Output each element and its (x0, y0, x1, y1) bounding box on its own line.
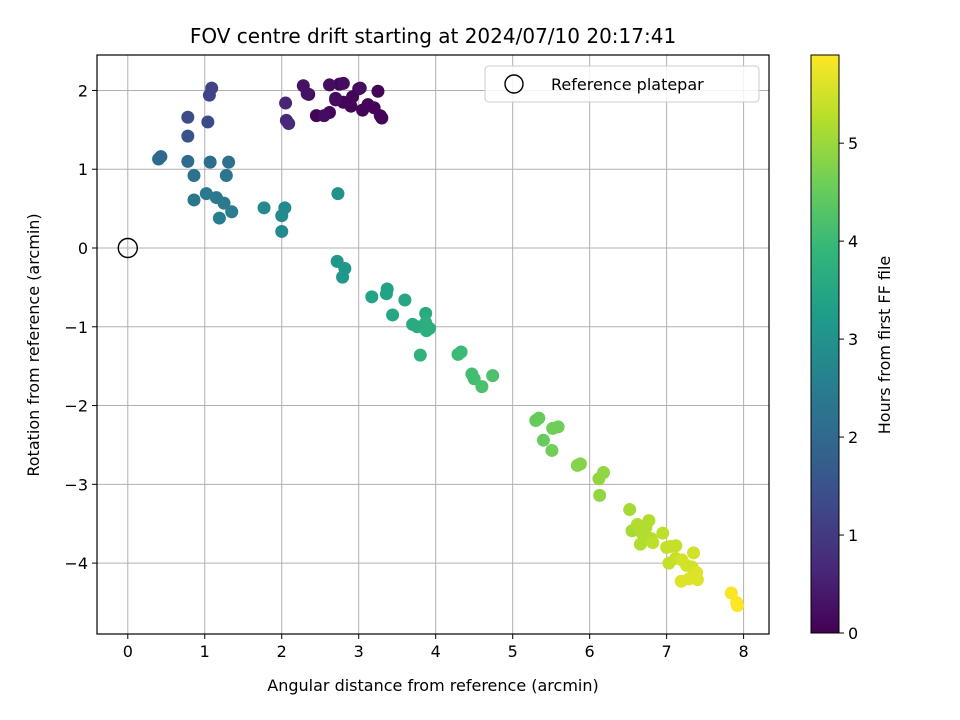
x-axis-label: Angular distance from reference (arcmin) (267, 676, 598, 695)
data-point (375, 111, 389, 125)
colorbar-ticks: 0 1 2 3 4 5 (839, 134, 858, 643)
data-point (642, 514, 656, 528)
data-point (275, 224, 289, 238)
data-point (724, 586, 738, 600)
data-point (331, 187, 345, 201)
x-tick-label: 0 (123, 642, 133, 661)
data-point (201, 115, 215, 129)
y-tick-label: 2 (78, 81, 88, 100)
colorbar-gradient (810, 54, 840, 634)
data-point (199, 187, 213, 201)
data-point (454, 345, 468, 359)
data-point (365, 290, 379, 304)
data-point (532, 411, 546, 425)
data-point (336, 270, 350, 284)
y-axis-ticks: −4 −3 −2 −1 0 1 2 (64, 81, 97, 573)
data-point (423, 321, 437, 335)
x-tick-label: 5 (508, 642, 518, 661)
x-tick-label: 1 (200, 642, 210, 661)
data-point (181, 154, 195, 168)
data-point (573, 457, 587, 471)
legend-reference-marker-icon (504, 74, 524, 94)
data-point (329, 93, 343, 107)
data-point (212, 211, 226, 225)
data-point (225, 205, 239, 219)
data-point (419, 306, 433, 320)
data-point (379, 287, 393, 301)
data-point (202, 88, 216, 102)
colorbar-tick-label: 1 (848, 526, 858, 545)
data-point (222, 155, 236, 169)
data-point (346, 90, 360, 104)
data-point (336, 76, 350, 90)
data-point (317, 109, 331, 123)
data-point (275, 209, 289, 223)
data-point (282, 117, 296, 131)
colorbar-tick-label: 3 (848, 330, 858, 349)
data-point (152, 152, 166, 166)
data-point (217, 196, 231, 210)
y-axis-label: Rotation from reference (arcmin) (24, 213, 43, 476)
data-point (322, 78, 336, 92)
data-point (203, 155, 217, 169)
data-point (371, 84, 385, 98)
data-point (219, 169, 233, 183)
x-axis-ticks: 0 1 2 3 4 5 6 7 8 (123, 634, 749, 661)
data-point (623, 503, 637, 517)
x-tick-label: 2 (277, 642, 287, 661)
data-points (152, 76, 744, 613)
legend-box (484, 65, 760, 103)
data-point (551, 420, 565, 434)
data-point (398, 293, 412, 307)
data-point (413, 348, 427, 362)
data-point (279, 96, 293, 110)
data-point (669, 539, 683, 553)
legend-label: Reference platepar (551, 75, 704, 94)
y-tick-label: 1 (78, 160, 88, 179)
y-tick-label: −1 (64, 318, 88, 337)
colorbar-label: Hours from first FF file (875, 256, 894, 435)
data-point (181, 110, 195, 124)
y-tick-label: −3 (64, 475, 88, 494)
data-point (187, 169, 201, 183)
data-point (730, 599, 744, 613)
data-point (597, 466, 611, 480)
data-point (646, 536, 660, 550)
y-tick-label: −4 (64, 554, 88, 573)
chart-title: FOV centre drift starting at 2024/07/10 … (190, 24, 676, 48)
data-point (475, 380, 489, 394)
x-tick-label: 4 (431, 642, 441, 661)
y-tick-label: 0 (78, 239, 88, 258)
data-point (257, 201, 271, 215)
x-tick-label: 8 (739, 642, 749, 661)
data-point (536, 433, 550, 447)
data-point (656, 526, 670, 540)
plot-frame (96, 54, 770, 635)
x-tick-label: 3 (354, 642, 364, 661)
data-point (593, 488, 607, 502)
x-tick-label: 7 (662, 642, 672, 661)
colorbar-tick-label: 5 (848, 134, 858, 153)
y-tick-label: −2 (64, 397, 88, 416)
data-point (486, 369, 500, 383)
data-point (687, 546, 701, 560)
colorbar-tick-label: 4 (848, 232, 858, 251)
colorbar: 0 1 2 3 4 5 Hours from first FF file (810, 54, 894, 643)
data-point (545, 443, 559, 457)
data-point (353, 81, 367, 95)
legend: Reference platepar (484, 65, 760, 103)
colorbar-tick-label: 0 (848, 624, 858, 643)
colorbar-tick-label: 2 (848, 428, 858, 447)
reference-point (117, 237, 138, 259)
data-point (187, 193, 201, 207)
data-point (386, 308, 400, 322)
reference-marker (117, 237, 138, 259)
x-tick-label: 6 (585, 642, 595, 661)
data-point (633, 537, 647, 551)
data-point (181, 129, 195, 143)
data-point (300, 87, 314, 101)
data-point (674, 574, 688, 588)
